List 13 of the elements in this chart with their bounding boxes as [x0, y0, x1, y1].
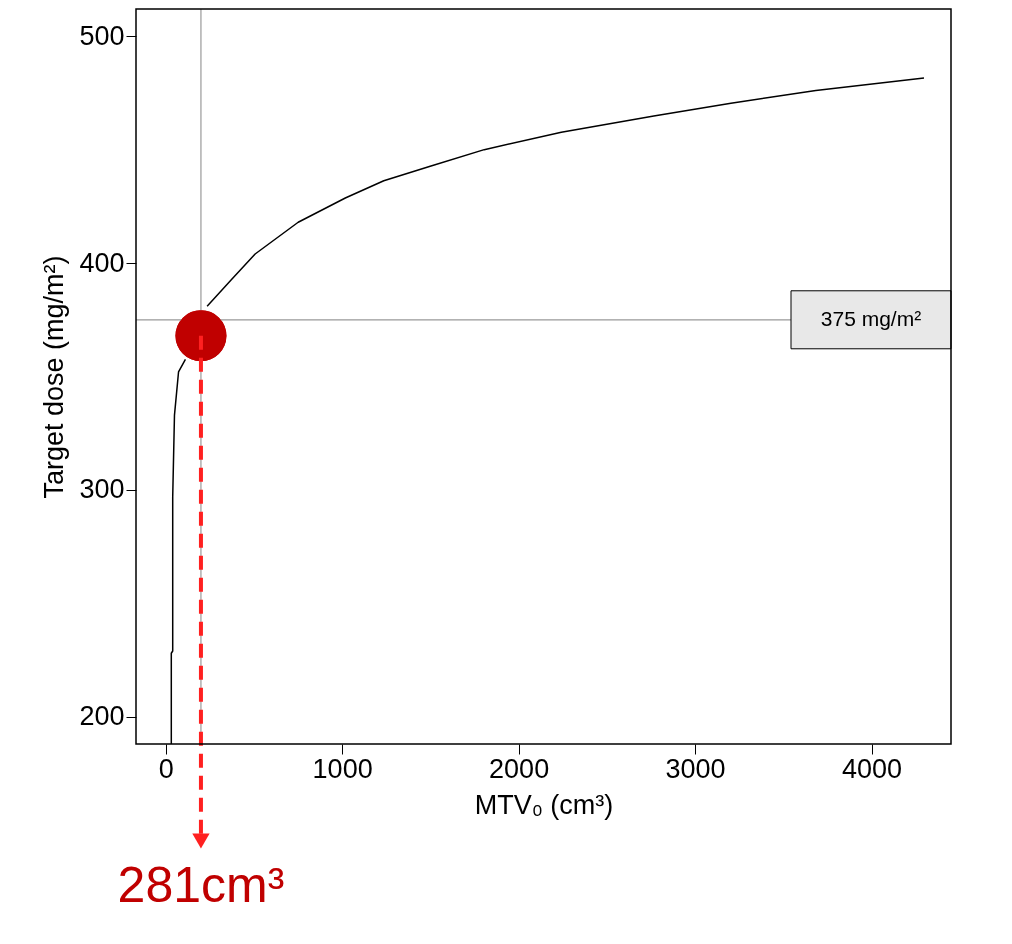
- ref-line-label: 375 mg/m²: [820, 306, 922, 330]
- y-tick-label: 500: [79, 20, 125, 51]
- x-tick-label: 1000: [312, 753, 373, 784]
- x-tick-label: 0: [158, 753, 174, 784]
- x-tick-label: 2000: [489, 753, 550, 784]
- y-axis-title: Target dose (mg/m²): [39, 255, 70, 499]
- y-tick-label: 400: [79, 247, 125, 278]
- x-tick-label: 4000: [842, 753, 903, 784]
- y-tick-label: 300: [79, 474, 125, 505]
- text: 281cm³: [117, 857, 285, 913]
- x-tick-label: 3000: [665, 753, 726, 784]
- y-tick-label: 200: [79, 701, 125, 732]
- x-axis-title: MTV₀ (cm³): [474, 789, 614, 820]
